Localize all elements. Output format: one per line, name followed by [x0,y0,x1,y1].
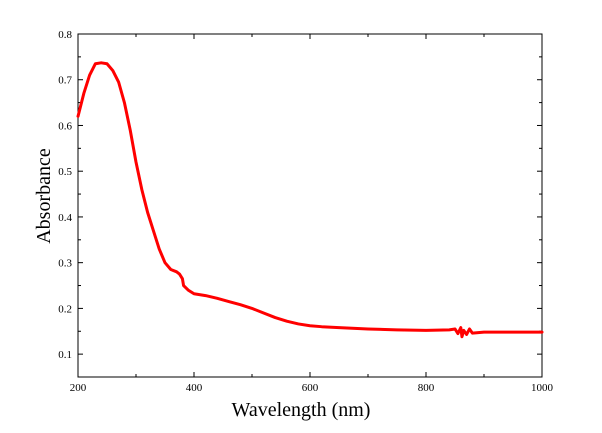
x-tick-label: 1000 [531,382,554,394]
y-tick-label: 0.8 [58,29,72,41]
y-axis-label: Absorbance [33,148,55,244]
y-tick-label: 0.3 [58,258,72,270]
absorbance-series-line [76,61,544,339]
y-axis-ticks: 0.1 0.2 0.3 0.4 0.5 0.6 0.7 0.8 [58,29,542,378]
y-tick-label: 0.2 [58,303,72,315]
x-tick-label: 200 [70,382,87,394]
y-tick-label: 0.1 [58,349,72,361]
x-axis-ticks: 200 400 600 800 1000 [70,34,554,394]
series-layer [76,61,544,339]
x-axis-label: Wavelength (nm) [232,399,371,421]
y-tick-label: 0.5 [58,166,72,178]
x-tick-label: 400 [186,382,203,394]
x-tick-label: 600 [302,382,319,394]
y-tick-label: 0.4 [58,212,72,224]
y-tick-label: 0.6 [58,120,72,132]
x-tick-label: 800 [418,382,435,394]
y-tick-label: 0.7 [58,75,72,87]
